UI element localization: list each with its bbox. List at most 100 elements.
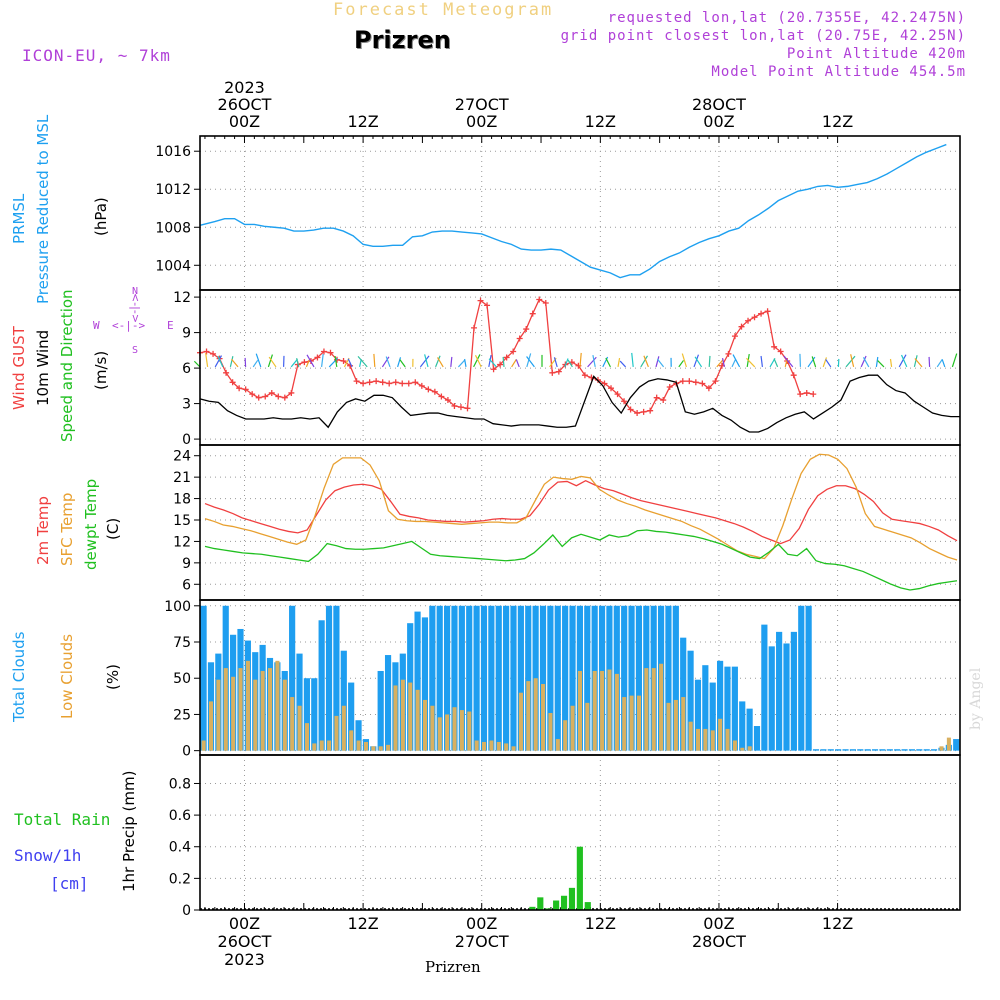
total-cloud-bar xyxy=(717,660,724,751)
low-cloud-bar xyxy=(400,679,405,751)
low-cloud-bar xyxy=(570,705,575,751)
low-cloud-bar xyxy=(341,705,346,751)
wind-arrow xyxy=(564,358,569,368)
time-label-top: 27OCT xyxy=(455,95,509,114)
total-cloud-bar xyxy=(237,628,244,751)
gust-marker xyxy=(594,376,601,383)
total-cloud-bar xyxy=(562,605,569,751)
wind-label-gust: Wind GUST xyxy=(10,326,28,410)
y-tick-label: 25 xyxy=(173,707,191,723)
wind-arrow xyxy=(951,353,958,368)
y-tick-label: 0 xyxy=(182,432,191,448)
wind-arrow xyxy=(424,354,429,368)
low-cloud-bar xyxy=(393,685,398,751)
gust-marker xyxy=(725,350,732,357)
low-cloud-bar xyxy=(681,697,686,751)
wind-arrow xyxy=(229,356,234,368)
gust-marker xyxy=(366,379,373,386)
low-cloud-bar xyxy=(349,730,354,751)
wind-arrow xyxy=(567,359,573,368)
compass-vertical-arrow: <-|-> xyxy=(129,293,142,324)
total-cloud-bar xyxy=(672,605,679,751)
wind-arrow xyxy=(693,354,700,368)
total-cloud-bar xyxy=(761,624,768,751)
wind-arrow xyxy=(694,356,703,368)
gust-marker xyxy=(803,389,810,396)
total-cloud-bar xyxy=(613,605,620,751)
wind-arrow xyxy=(784,359,788,368)
wind-arrow xyxy=(825,359,832,368)
wind-arrow xyxy=(193,360,201,368)
time-label-bottom: 27OCT xyxy=(455,932,509,951)
y-tick-label: 0 xyxy=(182,903,191,919)
model-altitude: Model Point Altitude 454.5m xyxy=(711,64,966,80)
low-cloud-bar xyxy=(319,740,324,751)
wind-arrow xyxy=(900,354,908,368)
total-cloud-bar xyxy=(798,605,805,751)
total-cloud-bar xyxy=(458,605,465,751)
requested-coords: requested lon,lat (20.7355E, 42.2475N) xyxy=(607,10,966,26)
rain-bar xyxy=(537,897,544,910)
total-cloud-bar xyxy=(392,662,399,751)
wind-arrow xyxy=(549,357,557,368)
y-tick-label: 18 xyxy=(173,492,191,508)
wind-arrow xyxy=(450,356,453,367)
low-cloud-bar xyxy=(577,670,582,751)
low-cloud-bar xyxy=(541,684,546,751)
panel-frame-pressure xyxy=(199,135,961,291)
wind-arrow xyxy=(347,358,353,368)
gust-marker xyxy=(262,393,269,400)
gust-marker xyxy=(810,391,817,398)
y-tick-label: 1004 xyxy=(155,258,191,274)
total-cloud-bar xyxy=(266,657,274,751)
gust-marker xyxy=(281,394,288,401)
total-cloud-bar xyxy=(370,746,377,751)
gust-marker xyxy=(242,386,249,393)
gust-marker xyxy=(699,380,706,387)
low-cloud-bar xyxy=(518,692,523,751)
wind-arrow xyxy=(359,358,362,368)
total-cloud-bar xyxy=(443,605,451,751)
wind-arrow xyxy=(643,355,649,368)
gust-marker xyxy=(360,380,367,387)
total-cloud-bar xyxy=(835,749,842,751)
gust-marker xyxy=(568,359,575,366)
wind-arrow xyxy=(205,352,209,367)
low-cloud-bar xyxy=(496,741,501,751)
wind-arrow xyxy=(936,359,943,368)
gust-marker xyxy=(764,308,771,315)
gust-marker xyxy=(581,372,588,379)
gust-marker xyxy=(301,359,308,366)
wind-arrow xyxy=(769,357,776,368)
gust-marker xyxy=(425,386,432,393)
gust-marker xyxy=(647,407,654,414)
gust-marker xyxy=(751,314,758,321)
wind-arrow xyxy=(419,355,430,368)
wind-arrow xyxy=(678,360,684,368)
total-cloud-bar xyxy=(362,739,370,751)
total-cloud-bar xyxy=(753,726,761,751)
low-cloud-bar xyxy=(238,668,243,751)
gust-marker xyxy=(438,393,445,400)
total-cloud-bar xyxy=(628,605,635,751)
wind-arrow xyxy=(515,359,520,368)
total-cloud-bar xyxy=(916,749,923,751)
low-cloud-bar xyxy=(666,702,671,751)
temp-label-2m: 2m Temp xyxy=(34,496,52,565)
gust-marker xyxy=(418,382,425,389)
y-tick-label: 75 xyxy=(173,635,191,651)
gust-marker xyxy=(334,356,341,363)
time-label-bottom: 12Z xyxy=(822,914,853,933)
wind-arrow xyxy=(617,357,621,368)
total-cloud-bar xyxy=(687,650,694,751)
gust-marker xyxy=(797,391,804,398)
temp-label-sfc: SFC Temp xyxy=(58,492,76,566)
gust-marker xyxy=(627,406,634,413)
gust-marker xyxy=(197,349,203,356)
low-cloud-bar xyxy=(651,668,656,751)
time-label-top: 12Z xyxy=(822,112,853,131)
low-cloud-bar xyxy=(489,740,494,751)
y-tick-label: 3 xyxy=(182,397,191,413)
wind-arrow xyxy=(807,356,816,368)
gust-marker xyxy=(431,388,438,395)
